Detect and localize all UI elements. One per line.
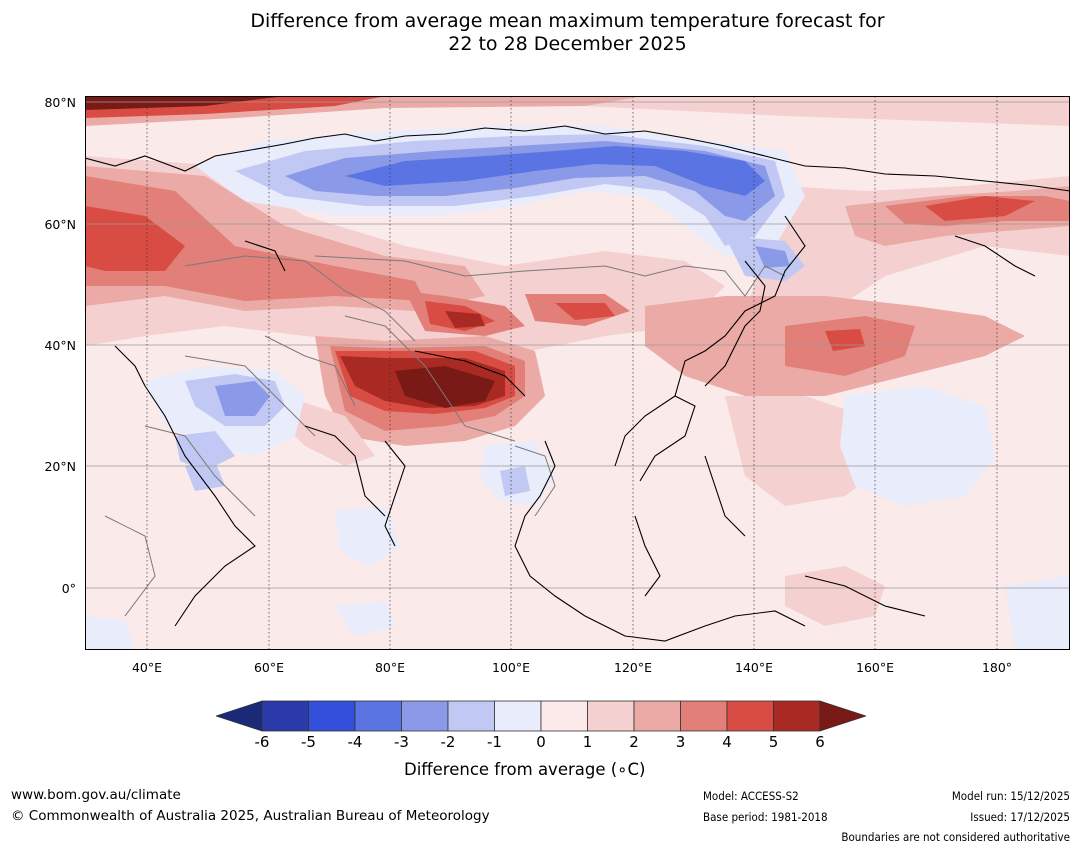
- gridlines: [85, 96, 1070, 650]
- lon-label-120e: 120°E: [613, 660, 653, 675]
- colorbar-bin: [773, 700, 821, 732]
- lon-label-160e: 160°E: [855, 660, 895, 675]
- lat-label-20n: 20°N: [44, 459, 76, 474]
- coastlines: [85, 125, 1070, 642]
- lon-label-80e: 80°E: [374, 660, 406, 675]
- colorbar-tick-label: -2: [440, 733, 456, 751]
- colorbar-bin: [494, 700, 542, 732]
- colorbar-tick-label: -5: [301, 733, 316, 751]
- temperature-anomaly-map: [85, 96, 1070, 650]
- colorbar-tick-label: -4: [347, 733, 363, 751]
- colorbar: [216, 700, 866, 732]
- colorbar-tick-label: 2: [629, 733, 639, 751]
- lat-label-40n: 40°N: [44, 338, 76, 353]
- colorbar-tick-label: -1: [487, 733, 502, 751]
- footer-base-period: Base period: 1981-2018: [703, 810, 828, 824]
- colorbar-title: Difference from average (∘C): [404, 760, 646, 779]
- warm-anomaly-regions: [85, 96, 1070, 626]
- colorbar-bin: [447, 700, 495, 732]
- colorbar-tick-label: 4: [722, 733, 732, 751]
- lat-label-80n: 80°N: [44, 95, 76, 110]
- colorbar-bin: [261, 700, 309, 732]
- lon-label-60e: 60°E: [253, 660, 285, 675]
- title-line-2: 22 to 28 December 2025: [448, 33, 687, 55]
- footer-issued: Issued: 17/12/2025: [970, 810, 1070, 824]
- lat-label-60n: 60°N: [44, 217, 76, 232]
- lon-label-40e: 40°E: [131, 660, 163, 675]
- colorbar-bin: [540, 700, 588, 732]
- footer-website: www.bom.gov.au/climate: [11, 787, 181, 803]
- colorbar-tick-label: 5: [768, 733, 779, 751]
- lon-label-140e: 140°E: [734, 660, 774, 675]
- colorbar-bin: [587, 700, 635, 732]
- colorbar-tick-label: 3: [675, 733, 686, 751]
- colorbar-tick-label: -6: [254, 733, 270, 751]
- colorbar-bin: [308, 700, 356, 732]
- lon-label-100e: 100°E: [491, 660, 531, 675]
- colorbar-tick-label: 0: [536, 733, 546, 751]
- map-frame: [85, 96, 1070, 650]
- colorbar-tick-label: -3: [394, 733, 409, 751]
- colorbar-bin: [401, 700, 449, 732]
- footer-disclaimer: Boundaries are not considered authoritat…: [841, 830, 1070, 844]
- colorbar-tick-label: 6: [815, 733, 825, 751]
- cool-anomaly-regions: [85, 126, 1070, 650]
- colorbar-bin: [726, 700, 774, 732]
- lat-label-0: 0°: [61, 581, 76, 596]
- footer-model-run: Model run: 15/12/2025: [951, 789, 1070, 803]
- footer-model: Model: ACCESS-S2: [703, 789, 799, 803]
- colorbar-bin: [633, 700, 681, 732]
- footer-copyright: © Commonwealth of Australia 2025, Austra…: [11, 808, 490, 824]
- colorbar-tick-label: 1: [582, 733, 593, 751]
- colorbar-extend-low: [216, 700, 263, 732]
- colorbar-extend-high: [819, 700, 866, 732]
- colorbar-bin: [354, 700, 402, 732]
- colorbar-bin: [680, 700, 728, 732]
- title-line-1: Difference from average mean maximum tem…: [250, 10, 885, 32]
- lon-label-180: 180°: [981, 660, 1013, 675]
- chart-title: Difference from average mean maximum tem…: [0, 10, 1081, 56]
- country-boundaries: [104, 255, 786, 617]
